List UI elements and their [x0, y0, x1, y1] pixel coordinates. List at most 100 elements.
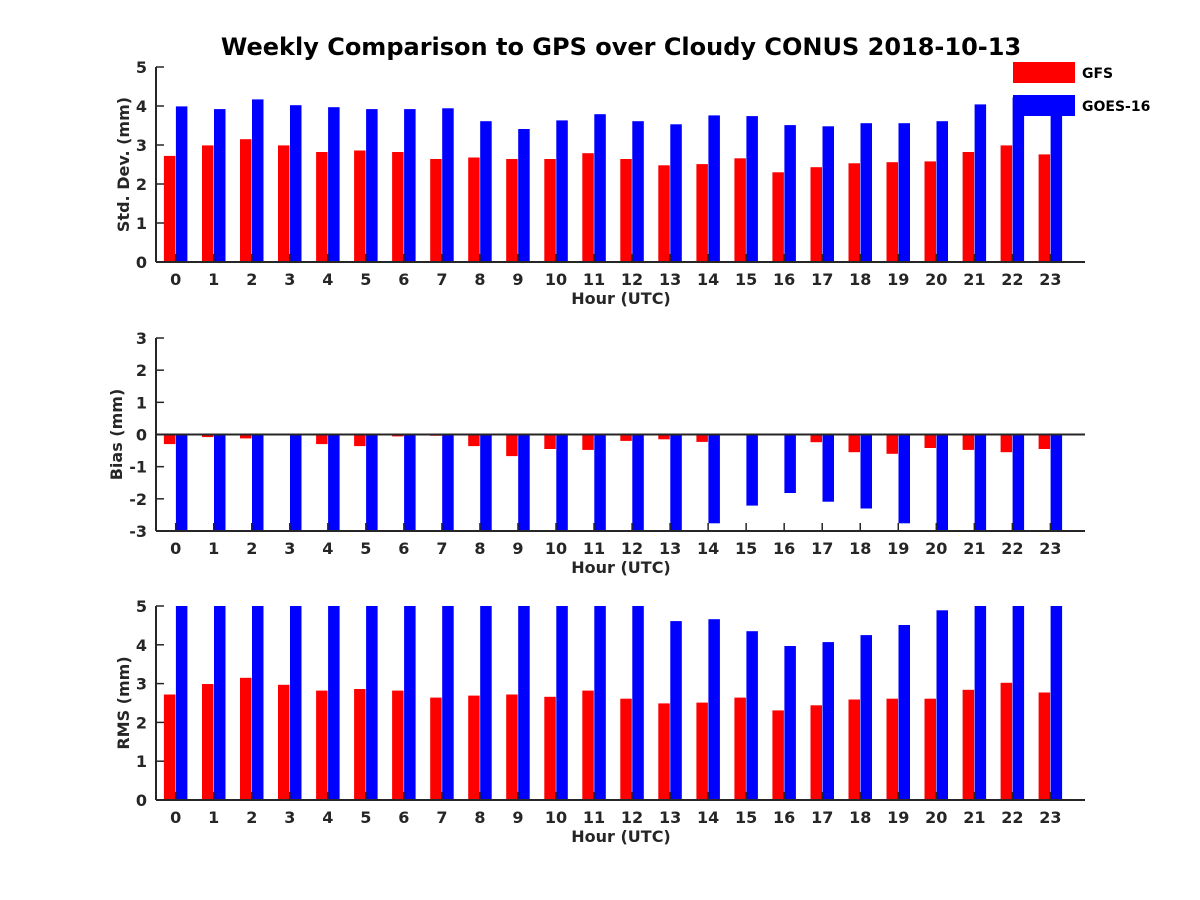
- bar: [936, 434, 948, 531]
- bar: [290, 606, 302, 800]
- bar: [214, 109, 226, 262]
- bar: [594, 606, 606, 800]
- bar: [860, 434, 872, 509]
- x-tick-label: 18: [849, 270, 871, 289]
- x-tick-label: 16: [773, 808, 795, 827]
- bar: [696, 702, 708, 800]
- x-tick-label: 21: [963, 539, 985, 558]
- bar: [328, 107, 340, 262]
- y-tick-label: 2: [136, 361, 147, 380]
- x-tick-label: 15: [735, 270, 757, 289]
- x-tick-label: 16: [773, 270, 795, 289]
- bar: [860, 123, 872, 262]
- bar: [898, 434, 910, 524]
- bar: [366, 109, 378, 262]
- x-tick-label: 10: [545, 808, 567, 827]
- x-tick-label: 7: [436, 270, 447, 289]
- series-goes-16: [175, 434, 1063, 531]
- bar: [708, 115, 720, 263]
- x-tick-label: 5: [360, 539, 371, 558]
- bar: [898, 123, 910, 262]
- bar: [620, 159, 632, 262]
- x-tick-label: 17: [811, 270, 833, 289]
- bar: [924, 434, 936, 448]
- x-tick-label: 15: [735, 539, 757, 558]
- bar: [784, 125, 796, 262]
- legend-label: GFS: [1082, 66, 1113, 82]
- bar: [506, 694, 518, 800]
- bar: [442, 606, 454, 800]
- legend: GFS GOES-16: [1013, 62, 1150, 116]
- y-tick-label: 4: [136, 636, 147, 655]
- x-tick-label: 12: [621, 808, 643, 827]
- bar: [202, 684, 214, 800]
- legend-entry-gfs: GFS: [1013, 62, 1113, 83]
- bar: [544, 696, 556, 800]
- y-tick-label: -1: [129, 458, 147, 477]
- bar: [810, 167, 822, 262]
- bar: [632, 606, 644, 800]
- x-tick-label: 10: [545, 270, 567, 289]
- x-tick-label: 13: [659, 270, 681, 289]
- y-tick-label: 1: [136, 393, 147, 412]
- bar: [810, 434, 822, 443]
- bar: [468, 695, 480, 800]
- bar: [316, 152, 328, 262]
- bar: [252, 434, 264, 531]
- x-tick-label: 16: [773, 539, 795, 558]
- y-tick-label: -2: [129, 490, 147, 509]
- bar: [328, 434, 340, 531]
- bar: [544, 434, 556, 449]
- y-axis-label: Std. Dev. (mm): [114, 97, 133, 232]
- x-tick-label: 14: [697, 808, 719, 827]
- x-tick-label: 18: [849, 808, 871, 827]
- x-tick-label: 4: [322, 539, 333, 558]
- bar: [1000, 145, 1013, 262]
- x-tick-label: 1: [208, 539, 219, 558]
- bar: [366, 606, 378, 800]
- bar: [442, 108, 454, 262]
- x-tick-label: 5: [360, 270, 371, 289]
- bar: [1050, 434, 1063, 531]
- bar: [582, 690, 594, 800]
- bar: [316, 690, 328, 800]
- x-tick-label: 0: [170, 808, 181, 827]
- series-gfs: [163, 433, 1051, 457]
- x-tick-label: 3: [284, 808, 295, 827]
- bar: [252, 99, 264, 263]
- bar: [240, 677, 252, 800]
- x-tick-label: 13: [659, 808, 681, 827]
- bar: [442, 434, 454, 531]
- bar: [708, 434, 720, 524]
- bar: [708, 619, 720, 800]
- bar: [658, 703, 670, 800]
- bar: [163, 694, 176, 800]
- bar: [582, 434, 594, 450]
- x-tick-label: 0: [170, 270, 181, 289]
- x-axis-label: Hour (UTC): [571, 558, 671, 577]
- x-tick-label: 14: [697, 270, 719, 289]
- series-goes-16: [175, 606, 1063, 800]
- x-tick-label: 22: [1001, 270, 1023, 289]
- bar: [1012, 97, 1025, 263]
- legend-swatch: [1013, 95, 1075, 116]
- bar: [480, 434, 492, 531]
- x-tick-label: 17: [811, 539, 833, 558]
- bar: [1038, 692, 1051, 800]
- bar: [1050, 606, 1063, 800]
- bar: [392, 152, 404, 262]
- y-tick-label: 3: [136, 329, 147, 348]
- bar: [898, 625, 910, 800]
- bar: [1012, 434, 1025, 531]
- bar: [670, 124, 682, 262]
- bar: [886, 698, 898, 800]
- series-gfs: [163, 677, 1051, 800]
- bar: [594, 434, 606, 531]
- bar: [290, 434, 302, 531]
- bar: [746, 434, 758, 506]
- bar: [974, 104, 987, 263]
- bar: [746, 631, 758, 800]
- bar: [468, 434, 480, 447]
